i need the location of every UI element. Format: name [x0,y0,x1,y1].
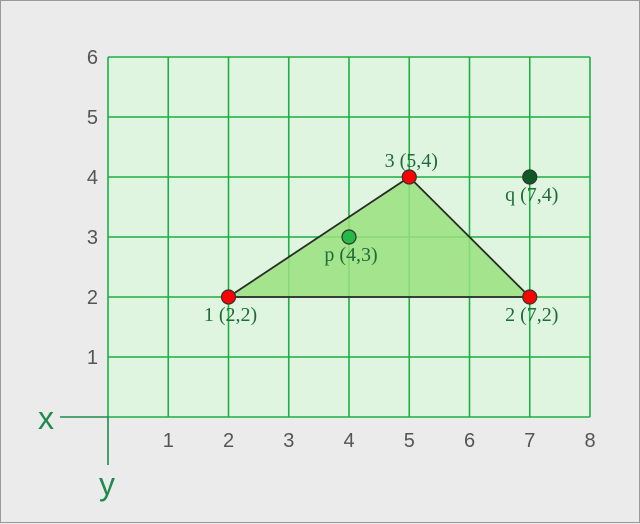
x-tick-label: 3 [283,430,294,452]
grid-lines [107,56,591,418]
y-tick-label: 3 [87,227,98,249]
y-axis-label: y [99,466,115,502]
axes [60,416,109,465]
y-tick-label: 4 [87,167,98,189]
point-label-v2: 2 (7,2) [505,304,558,326]
point-v3 [401,169,417,185]
x-axis-label: x [38,400,54,436]
y-tick-label: 2 [87,287,98,309]
x-tick-label: 7 [524,430,535,452]
point-p [341,229,357,245]
x-tick-label: 1 [163,430,174,452]
y-tick-label: 6 [87,47,98,69]
point-label-q: q (7,4) [505,184,558,206]
point-label-v3: 3 (5,4) [385,150,438,172]
point-v1 [220,289,237,305]
x-tick-label: 8 [584,430,595,452]
point-label-p: p (4,3) [324,244,377,266]
tick-labels: 1 2 3 4 5 6 7 8 1 2 3 4 5 6 [87,47,596,452]
point-label-v1: 1 (2,2) [204,304,257,326]
points: 1 (2,2) 2 (7,2) 3 (5,4) p (4,3) q (7,4) [204,150,559,326]
point-v2 [522,289,538,305]
point-q [522,169,538,185]
x-tick-label: 2 [223,430,234,452]
y-tick-label: 5 [87,107,98,129]
triangle [225,175,532,298]
y-tick-label: 1 [87,347,98,369]
x-tick-label: 4 [343,430,354,452]
x-tick-label: 6 [464,430,475,452]
x-tick-label: 5 [404,430,415,452]
